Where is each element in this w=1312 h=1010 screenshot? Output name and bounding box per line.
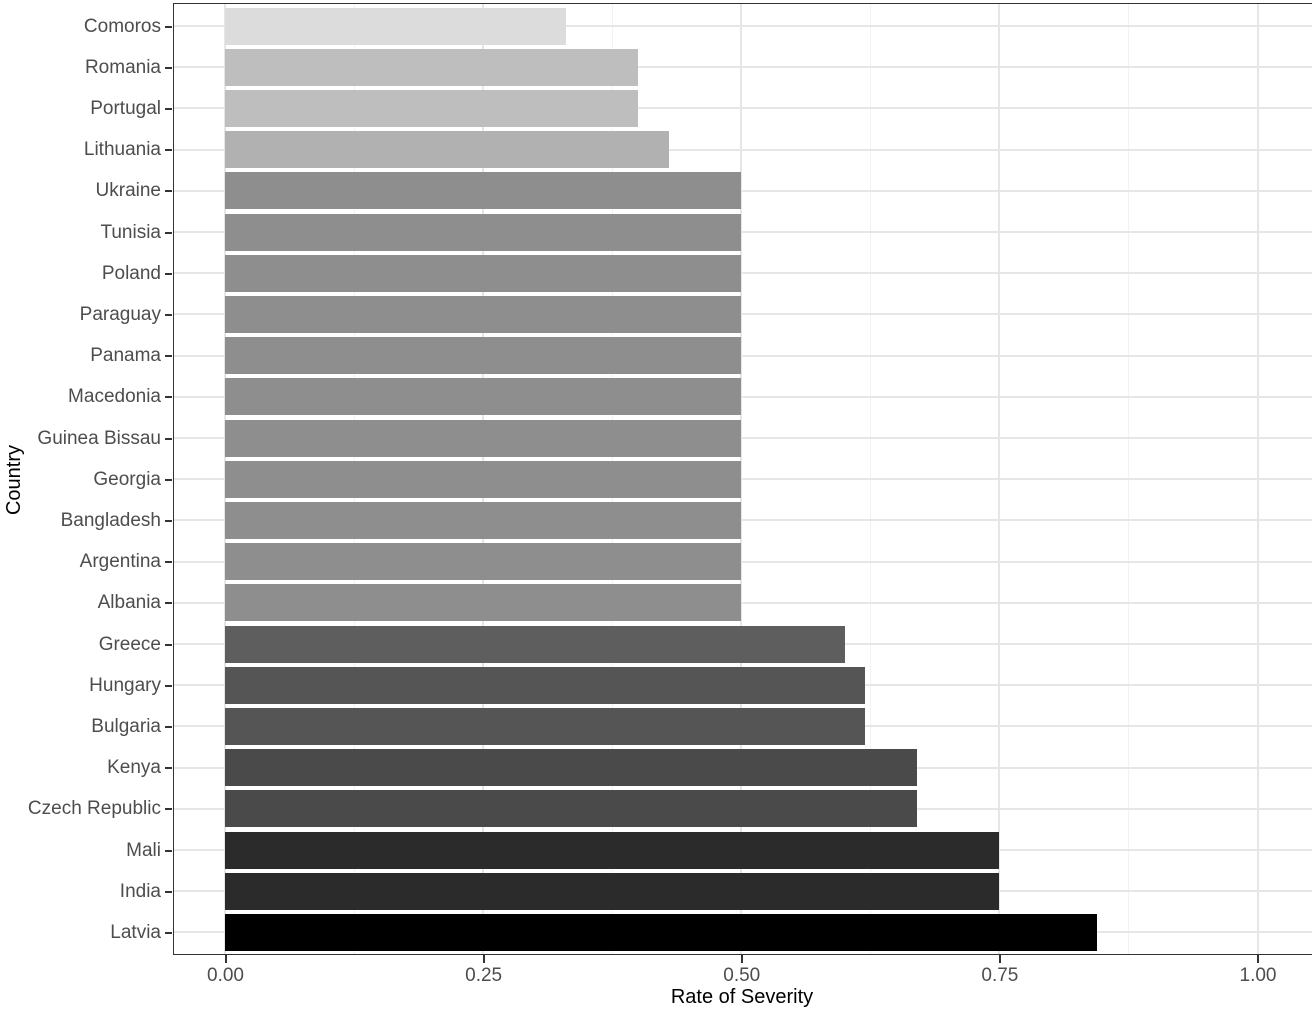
gridline-horizontal: [174, 231, 1312, 233]
x-tick-label-0.75: 0.75: [981, 965, 1019, 986]
y-tick-mark-mali: [165, 849, 172, 852]
gridline-horizontal: [174, 560, 1312, 563]
y-tick-label-guinea-bissau: Guinea Bissau: [37, 427, 161, 449]
bar-ukraine: [225, 172, 742, 210]
x-tick-mark-0.25: [482, 955, 485, 963]
y-tick-label-czech-republic: Czech Republic: [27, 798, 161, 820]
x-tick-mark-0.75: [998, 955, 1001, 963]
y-tick-label-comoros: Comoros: [83, 15, 161, 37]
y-tick-mark-guinea-bissau: [165, 437, 172, 440]
y-tick-mark-bulgaria: [165, 725, 172, 728]
y-tick-label-bangladesh: Bangladesh: [60, 509, 161, 531]
y-tick-mark-panama: [165, 355, 172, 358]
y-tick-label-argentina: Argentina: [79, 551, 161, 573]
gridline-horizontal: [174, 478, 1312, 481]
gridline-horizontal: [174, 313, 1312, 316]
y-tick-mark-latvia: [165, 931, 172, 934]
bar-greece: [225, 625, 845, 663]
y-tick-label-albania: Albania: [97, 592, 161, 614]
bar-tunisia: [225, 213, 742, 251]
y-tick-label-ukraine: Ukraine: [95, 180, 161, 202]
gridline-horizontal: [174, 189, 1312, 192]
x-tick-label-0.00: 0.00: [207, 965, 244, 986]
y-tick-mark-portugal: [165, 107, 172, 110]
y-tick-label-latvia: Latvia: [110, 921, 161, 943]
y-tick-mark-tunisia: [165, 231, 172, 234]
bar-poland: [225, 254, 742, 292]
bar-albania: [225, 584, 742, 622]
bar-kenya: [225, 749, 917, 787]
y-tick-label-poland: Poland: [101, 262, 161, 284]
y-tick-mark-lithuania: [165, 149, 172, 152]
bar-portugal: [225, 89, 638, 127]
bar-czech-republic: [225, 790, 917, 828]
x-tick-mark-1.00: [1257, 955, 1259, 963]
y-tick-mark-romania: [165, 66, 172, 69]
bar-panama: [225, 337, 742, 375]
y-tick-label-macedonia: Macedonia: [68, 386, 161, 408]
bar-mali: [225, 831, 1000, 869]
y-tick-mark-bangladesh: [165, 519, 172, 522]
bar-guinea-bissau: [225, 419, 742, 457]
y-tick-mark-greece: [165, 643, 172, 646]
bar-argentina: [225, 543, 742, 581]
bar-paraguay: [225, 295, 742, 333]
bar-india: [225, 872, 1000, 910]
x-tick-label-0.25: 0.25: [465, 965, 503, 986]
gridline-horizontal: [174, 272, 1312, 275]
y-tick-mark-comoros: [165, 25, 172, 28]
y-tick-label-portugal: Portugal: [90, 97, 161, 119]
y-tick-mark-india: [165, 890, 172, 893]
x-tick-label-1.00: 1.00: [1239, 965, 1277, 986]
gridline-horizontal: [174, 107, 1312, 110]
gridline-horizontal: [174, 354, 1312, 357]
x-axis-title: Rate of Severity: [670, 986, 814, 1008]
y-tick-label-romania: Romania: [84, 56, 161, 78]
bar-lithuania: [225, 131, 669, 169]
y-tick-label-hungary: Hungary: [89, 674, 161, 696]
bar-hungary: [225, 666, 866, 704]
y-tick-mark-czech-republic: [165, 808, 172, 811]
y-tick-mark-albania: [165, 602, 172, 605]
y-tick-label-kenya: Kenya: [107, 757, 161, 779]
y-tick-mark-argentina: [165, 561, 172, 564]
y-tick-label-georgia: Georgia: [93, 468, 161, 490]
y-tick-mark-macedonia: [165, 396, 172, 399]
y-tick-label-tunisia: Tunisia: [100, 221, 161, 243]
y-tick-label-bulgaria: Bulgaria: [91, 715, 161, 737]
y-tick-mark-georgia: [165, 478, 172, 481]
bar-romania: [225, 48, 638, 86]
gridline-horizontal: [174, 25, 1312, 27]
bar-bulgaria: [225, 707, 866, 745]
y-tick-mark-kenya: [165, 767, 172, 770]
bar-georgia: [225, 460, 742, 498]
y-tick-label-paraguay: Paraguay: [79, 303, 161, 325]
y-tick-label-panama: Panama: [90, 345, 161, 367]
y-tick-mark-paraguay: [165, 313, 172, 316]
bar-macedonia: [225, 378, 742, 416]
x-tick-mark-0.50: [740, 955, 743, 963]
y-tick-mark-ukraine: [165, 190, 172, 193]
bar-latvia: [225, 913, 1098, 951]
y-tick-label-greece: Greece: [98, 633, 161, 655]
plot-panel: [173, 3, 1312, 955]
y-tick-mark-poland: [165, 272, 172, 275]
y-tick-mark-hungary: [165, 684, 172, 687]
gridline-horizontal: [174, 519, 1312, 522]
gridline-horizontal: [174, 66, 1312, 69]
gridline-horizontal: [174, 437, 1312, 439]
gridline-horizontal: [174, 601, 1312, 604]
bar-bangladesh: [225, 501, 742, 539]
gridline-horizontal: [174, 395, 1312, 398]
y-tick-label-mali: Mali: [126, 839, 161, 861]
bar-comoros: [225, 7, 566, 45]
x-tick-mark-0.00: [224, 955, 227, 963]
x-tick-label-0.50: 0.50: [723, 965, 761, 986]
y-tick-label-lithuania: Lithuania: [83, 139, 161, 161]
y-tick-label-india: India: [119, 880, 161, 902]
gridline-horizontal: [174, 148, 1312, 151]
